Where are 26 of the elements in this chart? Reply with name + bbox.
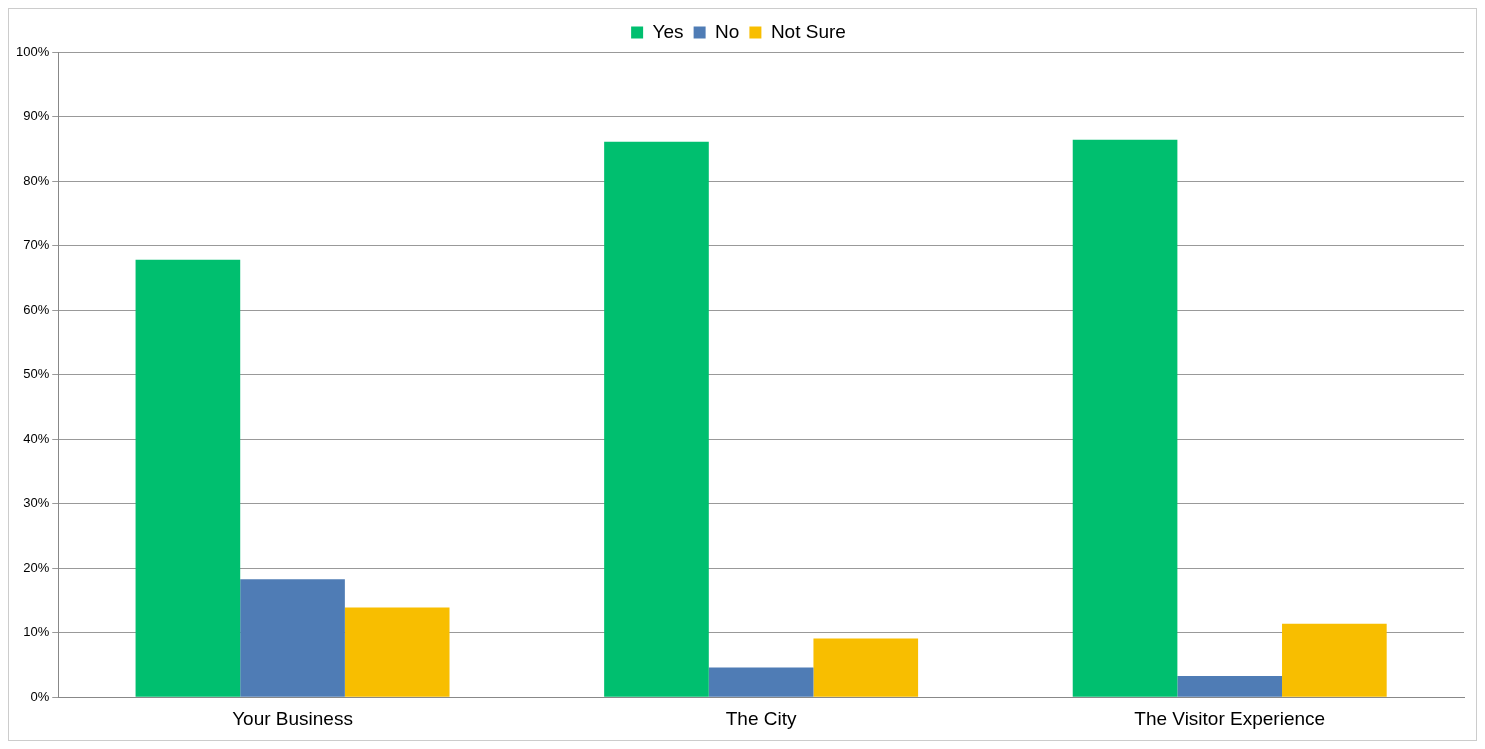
y-tick-label: 0% <box>30 688 50 704</box>
bar <box>604 141 709 697</box>
bar <box>1072 139 1178 697</box>
y-tick-label: 80% <box>23 172 50 188</box>
y-tick-label: 70% <box>23 237 50 253</box>
y-tick-label: 100% <box>16 43 50 59</box>
bar <box>135 259 241 697</box>
y-tick-label: 20% <box>23 559 50 575</box>
bar <box>1282 623 1387 697</box>
bar <box>344 607 450 697</box>
bar <box>813 638 919 697</box>
x-tick-label: Your Business <box>232 707 353 729</box>
legend-label: Not Sure <box>770 20 846 42</box>
y-tick-label: 50% <box>23 366 50 382</box>
y-tick-label: 30% <box>23 495 50 511</box>
y-tick-label: 10% <box>23 624 50 640</box>
bar <box>708 667 814 697</box>
legend-label: No <box>715 20 740 42</box>
x-tick-label: The Visitor Experience <box>1134 707 1326 729</box>
y-tick-label: 90% <box>23 108 50 124</box>
y-tick-label: 60% <box>23 301 50 317</box>
bar <box>1177 675 1283 697</box>
y-tick-label: 40% <box>23 430 50 446</box>
x-tick-label: The City <box>725 707 797 729</box>
legend-label: Yes <box>652 20 684 42</box>
bar <box>240 579 345 697</box>
